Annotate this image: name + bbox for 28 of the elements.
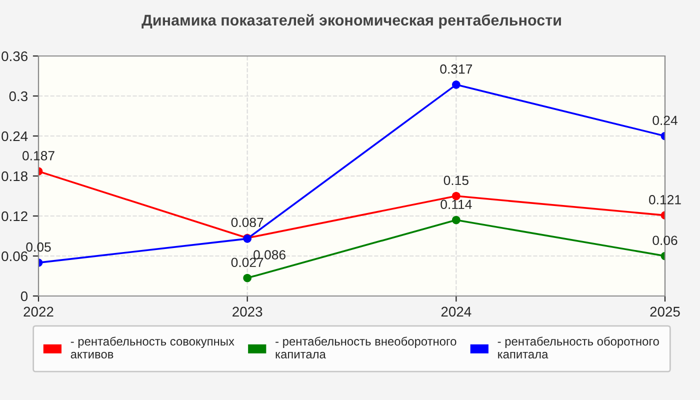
data-label: 0.15 bbox=[444, 176, 468, 186]
data-label: 0.06 bbox=[652, 236, 678, 246]
data-label: 0.087 bbox=[231, 218, 264, 228]
point bbox=[243, 274, 252, 282]
x-tick-label: 2022 bbox=[24, 306, 54, 317]
data-label: 0.317 bbox=[440, 64, 472, 74]
x-tick-label: 2024 bbox=[441, 306, 472, 317]
x-tick-label: 2025 bbox=[650, 306, 680, 317]
legend-label: - рентабельность оборотного капитала bbox=[498, 336, 659, 358]
chart-title: Динамика показателей экономическая рентабельности bbox=[142, 14, 561, 29]
y-tick-label: 0 bbox=[20, 291, 28, 302]
data-label: 0.086 bbox=[254, 250, 286, 260]
data-label: 0.05 bbox=[26, 242, 51, 252]
legend-label: - рентабельность совокупных активов bbox=[70, 336, 234, 358]
legend-label: - рентабельность внеоборотного капитала bbox=[276, 336, 456, 358]
y-tick-label: 0.18 bbox=[2, 171, 28, 182]
data-label: 0.24 bbox=[652, 116, 678, 126]
data-label: 0.027 bbox=[231, 258, 264, 268]
y-tick-label: 0.3 bbox=[9, 91, 28, 102]
data-label: 0.114 bbox=[440, 200, 472, 210]
y-tick-label: 0.24 bbox=[2, 131, 28, 142]
y-tick-label: 0.12 bbox=[2, 211, 28, 222]
point bbox=[452, 216, 460, 224]
data-label: 0.187 bbox=[22, 151, 54, 160]
x-tick-label: 2023 bbox=[232, 306, 262, 317]
y-tick-label: 0.06 bbox=[2, 251, 28, 262]
data-label: 0.121 bbox=[649, 195, 681, 204]
y-tick-label: 0.36 bbox=[2, 51, 28, 62]
